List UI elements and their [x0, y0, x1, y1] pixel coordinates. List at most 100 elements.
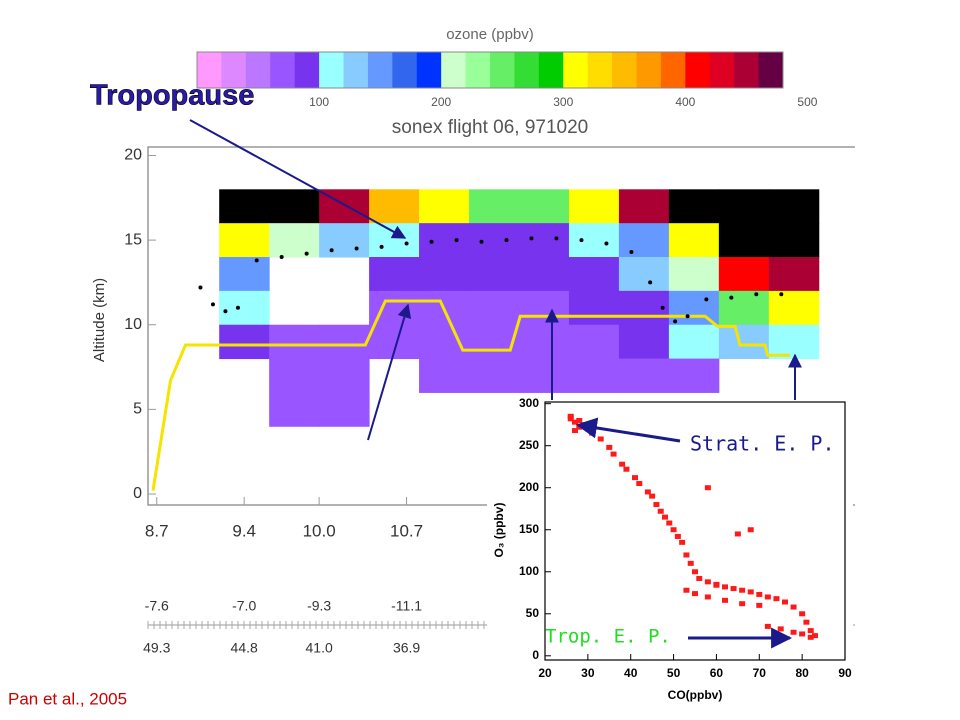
point: [713, 581, 720, 587]
point: [803, 619, 810, 625]
colorbar-segment: [367, 52, 393, 88]
ozone-cell: [419, 189, 470, 224]
x-tick-label: 10.7: [390, 521, 423, 540]
colorbar-segment: [612, 52, 637, 88]
ozone-cell: [319, 324, 370, 360]
ozone-cell: [668, 257, 720, 292]
point: [799, 631, 806, 637]
point: [589, 430, 596, 436]
ozone-cell: [319, 358, 370, 393]
point: [734, 531, 741, 537]
tropopause-dot: [354, 246, 359, 251]
tropopause-dot: [479, 239, 484, 244]
point: [773, 596, 780, 602]
ozone-cell: [369, 189, 420, 224]
ozone-cell: [518, 189, 570, 224]
ozone-cell: [768, 223, 820, 258]
ozone-cell: [319, 392, 370, 427]
citation: Pan et al., 2005: [8, 689, 127, 708]
point: [782, 599, 788, 605]
y-tick-label: 20: [124, 147, 142, 164]
colorbar-segment: [490, 52, 515, 88]
point: [722, 584, 728, 590]
point: [567, 416, 574, 422]
ozone-cell: [618, 324, 670, 360]
ozone-cell: [219, 223, 270, 258]
axes-frame: [544, 401, 846, 661]
point: [730, 586, 737, 592]
ozone-cell: [469, 223, 520, 258]
x-tick-label: 90: [838, 666, 852, 680]
colorbar-segment: [319, 52, 344, 88]
tropopause-dot: [304, 251, 309, 256]
y-tick-label: 150: [519, 522, 539, 536]
colorbar-segment: [563, 52, 589, 88]
point: [683, 587, 690, 593]
tropopause-dot: [429, 239, 434, 244]
point: [692, 591, 698, 597]
x-tick-label: 40: [624, 666, 638, 680]
ozone-cell: [718, 223, 770, 258]
point: [572, 428, 578, 434]
tropopause-dot: [404, 241, 409, 246]
point: [670, 527, 677, 533]
ozone-cell: [718, 324, 770, 360]
ozone-cell: [219, 189, 270, 224]
y-axis-label: Altitude (km): [91, 278, 108, 362]
ozone-cell: [618, 223, 670, 258]
arrow: [575, 417, 681, 443]
y-tick-label: 200: [519, 480, 539, 494]
x-tick-label: 8.7: [145, 521, 169, 540]
ozone-cell: [469, 290, 520, 326]
point: [764, 594, 771, 600]
point: [739, 587, 746, 593]
ozone-cell: [518, 290, 570, 326]
ozone-cell: [219, 257, 270, 292]
chart-title: sonex flight 06, 971020: [392, 117, 589, 138]
x-tick-label: 9.4: [232, 521, 256, 540]
ozone-cell: [369, 257, 420, 292]
colorbar-segment: [514, 52, 540, 88]
tropopause-dot: [279, 255, 284, 260]
ozone-cell: [718, 189, 770, 224]
colorbar-tick-label: 500: [797, 95, 817, 109]
colorbar-tick-label: 400: [675, 95, 695, 109]
point: [756, 602, 763, 608]
tropopause-dot: [579, 238, 584, 243]
point: [683, 552, 690, 558]
tropopause-dot: [198, 285, 203, 290]
colorbar-segment: [636, 52, 662, 88]
point: [597, 436, 604, 442]
point: [747, 527, 754, 533]
ozone-cell: [768, 189, 820, 224]
tropopause-dot: [604, 241, 609, 246]
point: [576, 417, 583, 423]
tropopause-dot: [254, 258, 259, 263]
point: [567, 413, 574, 419]
point: [777, 626, 784, 632]
point: [687, 560, 694, 566]
point: [674, 533, 681, 539]
tropopause-dot: [779, 292, 784, 297]
tropopause-dot: [223, 309, 228, 314]
point: [572, 419, 578, 425]
colorbar-segment: [221, 52, 247, 88]
point: [704, 485, 711, 491]
colorbar-tick-label: 100: [309, 95, 329, 109]
colorbar-segment: [734, 52, 760, 88]
tropopause-dot: [673, 319, 678, 324]
lon-label: -7.6: [145, 598, 169, 614]
tropopause-line: [151, 299, 791, 491]
ozone-cell: [768, 290, 820, 326]
point: [610, 451, 617, 457]
point: [790, 629, 797, 635]
tropopause-dot: [454, 238, 459, 243]
tropopause-label: Tropopause: [90, 80, 254, 112]
ozone-cell: [618, 189, 670, 224]
point: [764, 623, 771, 629]
ozone-cell: [568, 189, 620, 224]
point: [657, 508, 664, 514]
ozone-cell: [269, 189, 320, 224]
ozone-cell: [219, 324, 270, 360]
tropopause-dot: [529, 236, 534, 241]
